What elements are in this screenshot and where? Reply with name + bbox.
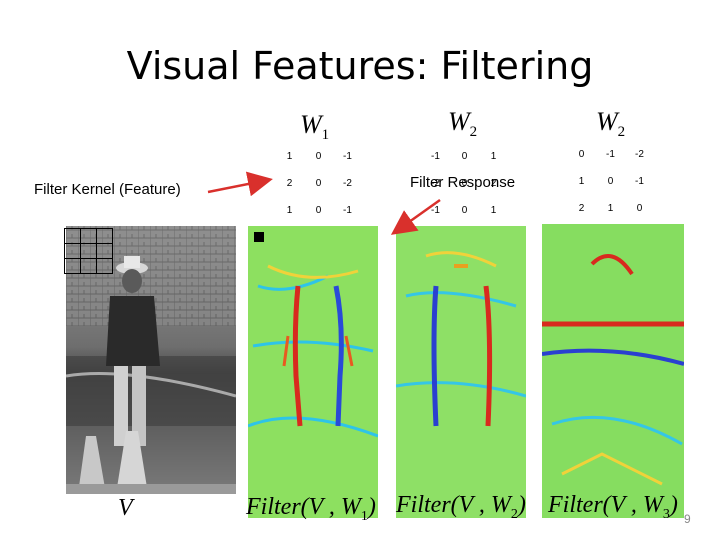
response-image-2 [396, 226, 526, 518]
kernel-1-cell: 0 [315, 205, 322, 216]
kernel-3-cell: 0 [578, 149, 585, 160]
input-caption: V [118, 495, 133, 521]
kernel-3-label: W2 [596, 107, 625, 141]
kernel-3-cell: 0 [607, 176, 614, 187]
kernel-1-name: W [300, 110, 322, 139]
kernel-3-matrix: 0 -1 -2 1 0 -1 2 1 0 [566, 140, 655, 223]
kernel-2-label: W2 [448, 107, 477, 141]
kernel-3-cell: -1 [606, 149, 615, 160]
output-3-close: ) [669, 492, 678, 518]
output-2-close: ) [517, 492, 526, 518]
response-arrow [390, 198, 441, 235]
kernel-grid-icon [64, 228, 113, 274]
kernel-2-cell: -2 [431, 178, 440, 189]
slide-title: Visual Features: Filtering [126, 44, 594, 88]
kernel-3-cell: 1 [578, 176, 585, 187]
output-3-text: Filter(V , W [548, 492, 663, 518]
output-2-caption: Filter(V , W2) [396, 492, 526, 523]
output-3-sub: 3 [662, 506, 670, 522]
kernel-1-cell: 1 [286, 205, 293, 216]
kernel-3-cell: 2 [578, 203, 585, 214]
kernel-2-cell: -1 [431, 151, 440, 162]
filter-kernel-label: Filter Kernel (Feature) [34, 181, 181, 198]
kernel-1-sub: 1 [321, 127, 330, 144]
kernel-3-cell: 1 [607, 203, 614, 214]
kernel-1-cell: 0 [315, 178, 322, 189]
kernel-1-cell: -1 [343, 151, 352, 162]
response-2-graphic [396, 226, 526, 518]
kernel-2-matrix: -1 0 1 -2 0 2 -1 0 1 [420, 142, 509, 225]
kernel-2-cell: 1 [490, 205, 497, 216]
kernel-1-cell: 0 [315, 151, 322, 162]
response-1-graphic [248, 226, 378, 518]
response-image-1 [248, 226, 378, 518]
kernel-2-cell: 1 [490, 151, 497, 162]
kernel-arrow [207, 171, 273, 197]
output-1-close: ) [367, 494, 376, 520]
kernel-1-cell: 1 [286, 151, 293, 162]
kernel-1-label: W1 [300, 110, 329, 144]
kernel-1-cell: 2 [286, 178, 293, 189]
page-number: 9 [684, 512, 691, 526]
kernel-3-name: W [596, 107, 618, 136]
response-marker [254, 232, 264, 242]
kernel-3-cell: -2 [635, 149, 644, 160]
kernel-1-cell: -2 [343, 178, 352, 189]
kernel-3-sub: 2 [617, 124, 626, 141]
kernel-2-sub: 2 [469, 124, 478, 141]
output-1-sub: 1 [360, 508, 368, 524]
kernel-2-cell: 0 [461, 151, 468, 162]
output-1-caption: Filter(V , W1) [246, 494, 376, 525]
kernel-3-cell: -1 [635, 176, 644, 187]
kernel-2-cell: -1 [431, 205, 440, 216]
kernel-2-name: W [448, 107, 470, 136]
output-1-text: Filter(V , W [246, 494, 361, 520]
kernel-2-cell: 0 [461, 178, 468, 189]
kernel-2-cell: 2 [490, 178, 497, 189]
filter-response-label: Filter Response [410, 174, 516, 191]
kernel-3-cell: 0 [636, 203, 643, 214]
kernel-2-cell: 0 [461, 205, 468, 216]
response-image-3 [542, 224, 684, 518]
kernel-1-cell: -1 [343, 205, 352, 216]
output-2-sub: 2 [510, 506, 518, 522]
response-3-graphic [542, 224, 684, 518]
output-2-text: Filter(V , W [396, 492, 511, 518]
kernel-1-matrix: 1 0 -1 2 0 -2 1 0 -1 [274, 142, 363, 225]
output-3-caption: Filter(V , W3) [548, 492, 678, 523]
